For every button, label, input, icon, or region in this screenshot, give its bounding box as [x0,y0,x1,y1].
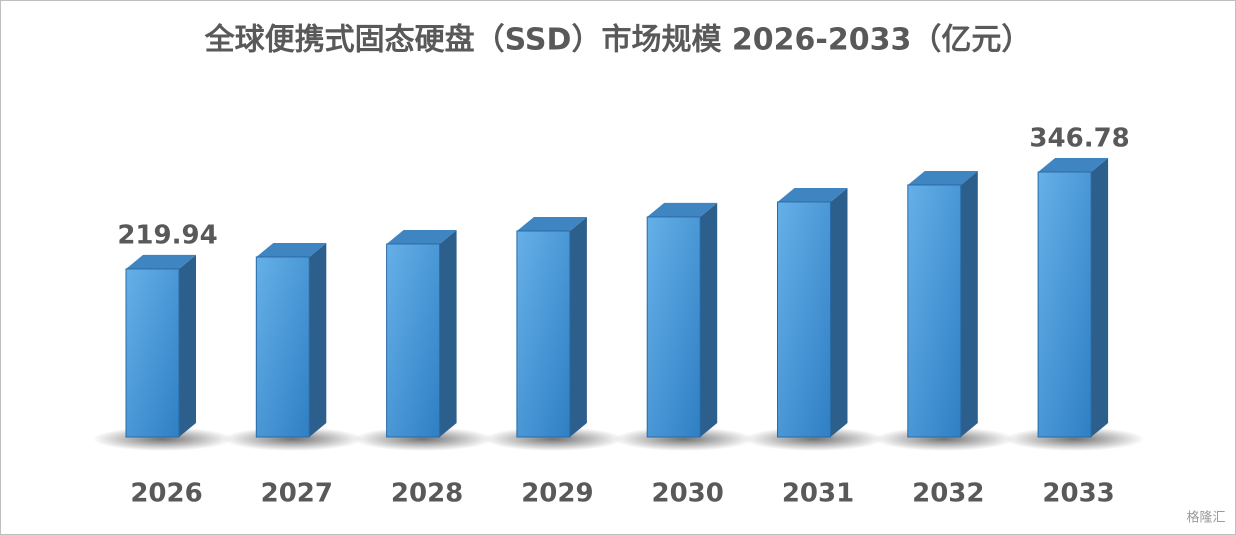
bar-top [907,170,978,185]
watermark: 格隆汇 [1186,510,1225,526]
x-tick-label: 2032 [912,479,984,509]
bar [386,243,441,438]
bar [255,256,310,438]
bar-side [179,254,196,437]
x-tick-label: 2027 [261,479,333,509]
bar [1037,171,1092,438]
bar-side [569,216,587,437]
chart-title: 全球便携式固态硬盘（SSD）市场规模 2026-2033（亿元） [204,23,1032,58]
x-tick-label: 2031 [782,479,854,509]
bar-top [386,229,457,244]
x-tick-label: 2033 [1042,479,1114,509]
data-label: 219.94 [117,220,217,250]
bar [125,268,180,438]
bar-side [700,202,718,437]
x-tick-label: 2030 [652,479,724,509]
x-tick-label: 2029 [521,479,593,509]
bar-top [256,242,327,257]
bar-top [647,202,718,217]
bar-side [830,187,848,437]
bar [516,230,571,438]
bar [907,184,962,438]
data-label: 346.78 [1029,124,1129,154]
bar [777,201,831,438]
bar-side [439,229,457,437]
bar-top [516,216,587,231]
x-tick-label: 2026 [130,479,202,509]
bar-top [777,187,848,202]
bar [646,216,701,438]
bar-side [960,170,978,438]
x-tick-label: 2028 [391,479,463,509]
bar-top [126,254,196,269]
bar-side [309,242,327,437]
bar-side [1091,158,1109,437]
bar-top [1038,158,1109,172]
